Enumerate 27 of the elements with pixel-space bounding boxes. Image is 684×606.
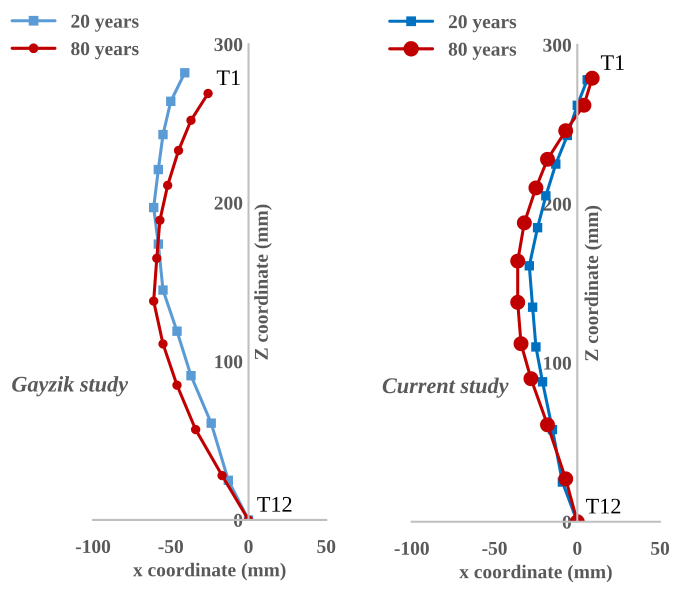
x-tick-label: 50 (651, 542, 670, 555)
annotation: T12 (586, 498, 620, 514)
annotation: T12 (257, 496, 292, 512)
x-axis-title: x coordinate (mm) (133, 562, 286, 580)
legend-label: 80 years (448, 42, 516, 60)
x-tick-label: -100 (76, 540, 110, 554)
annotation: Gayzik study (12, 376, 128, 396)
x-tick-label: 50 (317, 540, 336, 554)
y-tick-label: 200 (214, 196, 242, 210)
annotation: T1 (216, 70, 240, 86)
y-tick-label: 100 (215, 355, 242, 368)
x-tick-label: -50 (482, 542, 507, 555)
annotation: Current study (382, 378, 509, 398)
x-tick-label: 0 (573, 542, 582, 555)
y-axis-title: Z coordinate (mm) (584, 206, 602, 361)
y-axis-title: Z coordinate (mm) (254, 204, 272, 360)
legend-label: 20 years (71, 14, 139, 32)
x-axis-title: x coordinate (mm) (459, 564, 612, 582)
legend-label: 20 years (448, 15, 516, 32)
x-tick-label: -50 (158, 540, 183, 554)
y-tick-label: 300 (543, 38, 571, 52)
x-tick-label: -100 (394, 542, 429, 555)
y-tick-label: 100 (544, 356, 571, 370)
annotation: T1 (600, 55, 624, 70)
y-tick-label: 300 (214, 38, 242, 52)
legend-label: 80 years (71, 42, 139, 60)
x-tick-label: 0 (244, 540, 253, 554)
